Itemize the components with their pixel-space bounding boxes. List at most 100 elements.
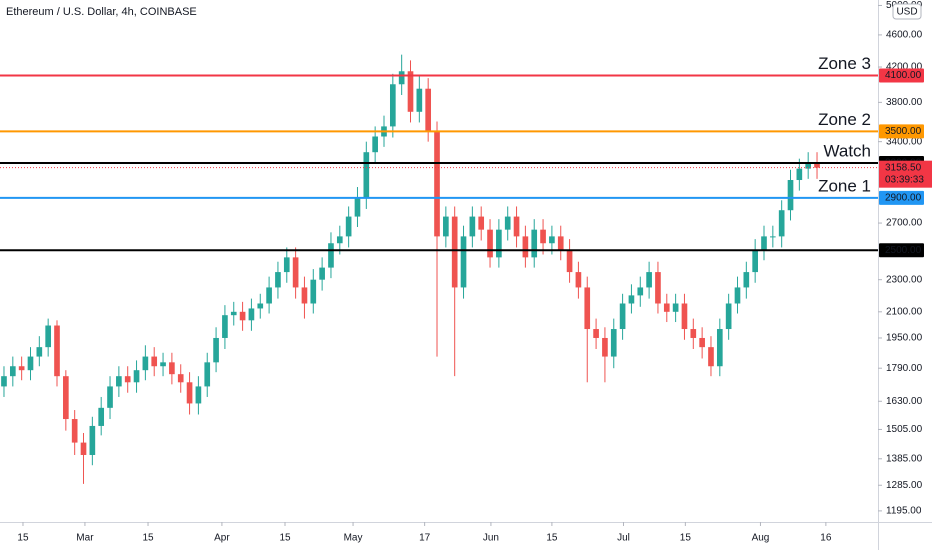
level-name: Zone 2 bbox=[818, 110, 871, 129]
candle-body bbox=[770, 236, 776, 238]
candle-body bbox=[814, 163, 820, 168]
candle-body bbox=[27, 356, 34, 371]
level-tag bbox=[879, 243, 924, 258]
candle-body bbox=[142, 356, 149, 371]
candle-body bbox=[213, 337, 219, 363]
y-tick-label: 1285.00 bbox=[886, 480, 923, 491]
y-tick-label: 1790.00 bbox=[886, 363, 923, 374]
y-tick-label: 4600.00 bbox=[886, 30, 923, 41]
y-tick-label: 2300.00 bbox=[886, 274, 923, 285]
candle-body bbox=[557, 236, 564, 251]
y-tick-label: 1950.00 bbox=[886, 333, 923, 344]
candle-body bbox=[36, 347, 43, 357]
candle-body bbox=[283, 257, 290, 273]
level-tag-label: 4100.00 bbox=[885, 70, 922, 81]
candle-body bbox=[116, 376, 122, 387]
candle-body bbox=[230, 311, 237, 316]
candle-body bbox=[18, 366, 25, 371]
candle-body bbox=[504, 216, 511, 230]
candle-body bbox=[619, 303, 626, 330]
candle-body bbox=[248, 308, 255, 321]
y-tick-label: 3800.00 bbox=[886, 97, 923, 108]
x-tick-label: Aug bbox=[752, 533, 770, 544]
candle-body bbox=[681, 303, 688, 330]
candle-body bbox=[239, 311, 246, 321]
candle-body bbox=[487, 229, 493, 258]
candle-body bbox=[345, 216, 352, 237]
last-price-label: 3158.50 bbox=[885, 162, 922, 173]
y-tick-label: 4200.00 bbox=[886, 62, 923, 73]
candle-body bbox=[672, 303, 679, 312]
candle-body bbox=[743, 272, 750, 288]
candle-body bbox=[460, 236, 467, 288]
y-tick-label: 1505.00 bbox=[886, 424, 923, 435]
candle-body bbox=[266, 287, 272, 304]
currency-badge[interactable] bbox=[892, 3, 922, 20]
candle-body bbox=[796, 168, 803, 181]
candle-body bbox=[354, 197, 361, 217]
candle-body bbox=[310, 279, 317, 304]
candle-body bbox=[549, 236, 555, 244]
y-tick-label: 2100.00 bbox=[886, 306, 923, 317]
candle-body bbox=[160, 362, 166, 367]
candle-body bbox=[45, 325, 51, 348]
candle-body bbox=[89, 425, 96, 455]
level-tag-label: 2500.00 bbox=[885, 245, 922, 256]
candle-body bbox=[734, 287, 741, 304]
candle-body bbox=[540, 229, 546, 244]
x-tick-label: 17 bbox=[419, 533, 431, 544]
x-tick-label: 16 bbox=[820, 533, 832, 544]
x-tick-label: 15 bbox=[279, 533, 291, 544]
candle-body bbox=[9, 366, 16, 377]
countdown-label: 03:39:33 bbox=[885, 174, 924, 185]
candle-body bbox=[646, 272, 652, 288]
candle-body bbox=[363, 152, 370, 198]
candle-body bbox=[169, 362, 175, 375]
candle-body bbox=[655, 272, 661, 304]
candle-body bbox=[787, 180, 794, 211]
candle-body bbox=[54, 325, 60, 377]
candle-body bbox=[425, 88, 432, 132]
candle-body bbox=[416, 88, 423, 112]
currency-label[interactable]: USD bbox=[896, 7, 917, 18]
candle-body bbox=[752, 250, 758, 273]
candle-body bbox=[451, 216, 458, 288]
level-tag bbox=[879, 190, 924, 205]
x-tick-label: Jun bbox=[483, 533, 499, 544]
candle-body bbox=[602, 337, 608, 357]
candle-body bbox=[186, 382, 193, 404]
level-tag bbox=[879, 68, 924, 83]
candle-body bbox=[257, 303, 264, 309]
candle-body bbox=[222, 315, 228, 338]
candle-body bbox=[637, 287, 644, 296]
candle-body bbox=[407, 71, 414, 112]
chart-title: Ethereum / U.S. Dollar, 4h, COINBASE bbox=[6, 6, 197, 18]
candle-body bbox=[628, 295, 635, 304]
level-tag-label: 3500.00 bbox=[885, 126, 922, 137]
candle-body bbox=[328, 243, 334, 268]
level-name: Zone 3 bbox=[818, 54, 871, 73]
x-tick-label: 15 bbox=[546, 533, 558, 544]
y-tick-label: 1385.00 bbox=[886, 453, 923, 464]
candle-body bbox=[761, 236, 767, 251]
level-name: Zone 1 bbox=[818, 176, 871, 195]
candle-body bbox=[372, 136, 378, 153]
last-price-tag bbox=[879, 160, 932, 188]
x-tick-label: May bbox=[344, 533, 363, 544]
candle-body bbox=[522, 236, 529, 258]
x-tick-label: 15 bbox=[142, 533, 154, 544]
candle-body bbox=[566, 250, 573, 273]
candle-body bbox=[610, 329, 617, 357]
candle-body bbox=[204, 362, 211, 387]
level-tag-label: 2900.00 bbox=[885, 192, 922, 203]
candle-body bbox=[725, 303, 732, 330]
candle-body bbox=[699, 337, 705, 348]
candle-body bbox=[496, 229, 502, 258]
candle-body bbox=[575, 272, 582, 288]
candle-body bbox=[80, 442, 87, 455]
candle-body bbox=[663, 303, 670, 312]
candle-body bbox=[98, 407, 105, 426]
candle-body bbox=[478, 216, 485, 230]
candle-body bbox=[443, 216, 449, 237]
level-name: Watch bbox=[823, 142, 871, 161]
